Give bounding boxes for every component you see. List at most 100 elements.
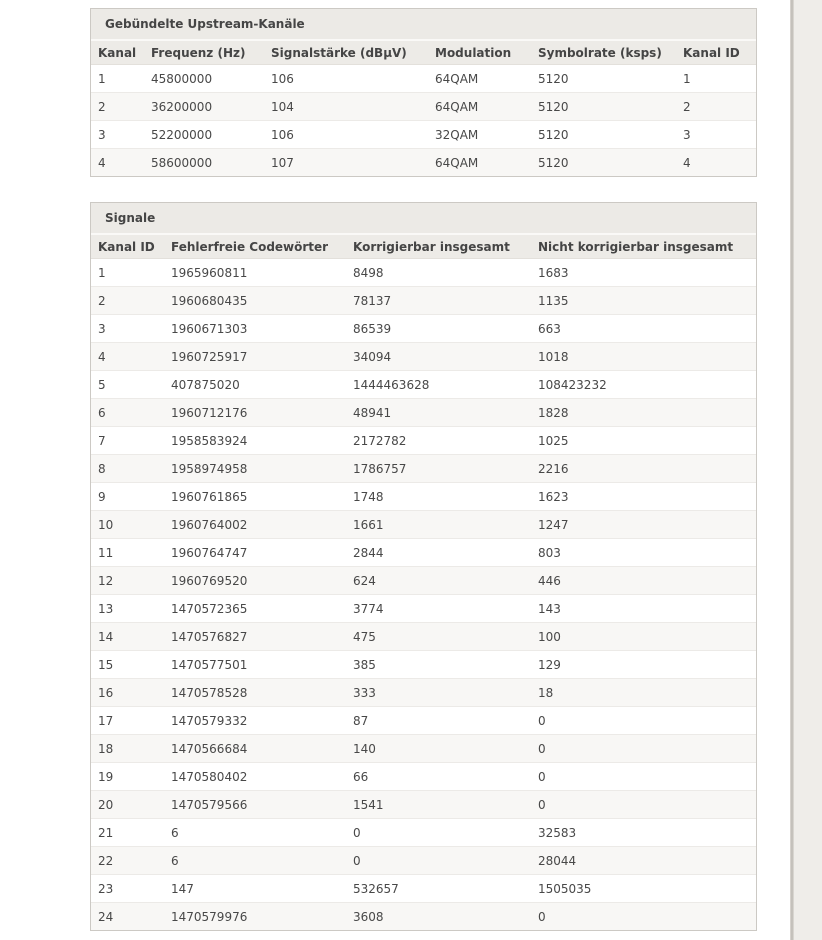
signals-table-cell: 129 [531, 650, 756, 679]
signals-table-row: 2 1960680435 78137 1135 [91, 286, 756, 315]
signals-table-cell: 1470566684 [164, 734, 346, 763]
column-header-frequenz: Frequenz (Hz) [144, 41, 264, 65]
signals-table-cell: 3 [91, 314, 164, 343]
signals-table-row: 14 1470576827 475 100 [91, 622, 756, 651]
signals-header-row: Kanal ID Fehlerfreie Codewörter Korrigie… [91, 235, 756, 259]
signals-table-cell: 8 [91, 454, 164, 483]
signals-table-cell: 624 [346, 566, 531, 595]
column-header-symbolrate: Symbolrate (ksps) [531, 41, 676, 65]
signals-table-cell: 1748 [346, 482, 531, 511]
signals-table-cell: 1018 [531, 342, 756, 371]
signals-table-row: 17 1470579332 87 0 [91, 706, 756, 735]
upstream-table-cell: 106 [264, 120, 428, 149]
signals-table-cell: 147 [164, 874, 346, 903]
upstream-table-cell: 64QAM [428, 148, 531, 176]
signals-table-cell: 87 [346, 706, 531, 735]
signals-table-cell: 475 [346, 622, 531, 651]
upstream-table-body: 1 45800000 106 64QAM 5120 1 2 36200000 104 64QAM 5… [91, 65, 756, 176]
signals-table-row: 13 1470572365 3774 143 [91, 594, 756, 623]
upstream-table-cell: 5120 [531, 120, 676, 149]
signals-table-cell: 385 [346, 650, 531, 679]
column-header-kanal: Kanal [91, 41, 144, 65]
signals-table-cell: 18 [531, 678, 756, 707]
signals-table-cell: 21 [91, 818, 164, 847]
upstream-table-cell: 1 [683, 71, 691, 86]
signals-table-row: 9 1960761865 1748 1623 [91, 482, 756, 511]
upstream-table-row: 3 52200000 106 32QAM 5120 3 [91, 120, 756, 149]
signals-table-cell: 0 [346, 846, 531, 875]
signals-table-cell: 1135 [531, 286, 756, 315]
signals-table-cell: 333 [346, 678, 531, 707]
column-header-nicht-korrigierbar: Nicht korrigierbar insgesamt [531, 235, 756, 259]
signals-table-cell: 3608 [346, 902, 531, 930]
signals-table-cell: 4 [91, 342, 164, 371]
signals-table-cell: 6 [164, 818, 346, 847]
signals-table-cell: 1444463628 [346, 370, 531, 399]
signals-panel-title: Signale [91, 203, 756, 235]
upstream-table-cell: 32QAM [428, 120, 531, 149]
signals-table-cell: 1623 [531, 482, 756, 511]
signals-table-row: 23 147 532657 1505035 [91, 874, 756, 903]
column-header-kanal-id: Kanal ID [91, 235, 164, 259]
signals-table-cell: 15 [91, 650, 164, 679]
signals-table-cell: 1025 [531, 426, 756, 455]
signals-table-row: 24 1470579976 3608 0 [91, 902, 756, 930]
column-header-modulation: Modulation [428, 41, 531, 65]
signals-table-cell: 1960671303 [164, 314, 346, 343]
signals-table-cell: 1960761865 [164, 482, 346, 511]
upstream-table-cell: 4 [91, 148, 144, 176]
column-header-kanal-id: Kanal ID [676, 41, 756, 65]
signals-table-cell: 1470576827 [164, 622, 346, 651]
upstream-table-cell: 107 [264, 148, 428, 176]
signals-table-cell: 663 [531, 314, 756, 343]
upstream-table-cell: 64QAM [435, 71, 479, 86]
signals-table-cell: 1470578528 [164, 678, 346, 707]
signals-table-row: 7 1958583924 2172782 1025 [91, 426, 756, 455]
signals-table-row: 18 1470566684 140 0 [91, 734, 756, 763]
upstream-table-row: 1 45800000 106 64QAM 5120 1 [91, 65, 756, 93]
upstream-table-cell: 5120 [531, 148, 676, 176]
upstream-channels-panel: Gebündelte Upstream-Kanäle Kanal Frequen… [90, 8, 757, 177]
signals-table-row: 20 1470579566 1541 0 [91, 790, 756, 819]
upstream-table-cell: 4 [676, 148, 756, 176]
signals-table-cell: 108423232 [531, 370, 756, 399]
signals-table-cell: 1828 [531, 398, 756, 427]
signals-table-cell: 1958583924 [164, 426, 346, 455]
signals-table-cell: 10 [91, 510, 164, 539]
upstream-table-cell: 2 [91, 92, 144, 121]
content-edge-divider [790, 0, 794, 940]
signals-table-cell: 532657 [346, 874, 531, 903]
upstream-table-cell: 45800000 [151, 71, 213, 86]
status-page-content: Gebündelte Upstream-Kanäle Kanal Frequen… [90, 8, 757, 931]
signals-table-cell: 19 [91, 762, 164, 791]
upstream-table-row: 4 58600000 107 64QAM 5120 4 [91, 148, 756, 176]
signals-table-cell: 32583 [531, 818, 756, 847]
signals-table-row: 22 6 0 28044 [91, 846, 756, 875]
signals-table-cell: 12 [91, 566, 164, 595]
signals-table-cell: 1960712176 [164, 398, 346, 427]
signals-table-cell: 100 [531, 622, 756, 651]
signals-table-cell: 17 [91, 706, 164, 735]
signals-table-row: 21 6 0 32583 [91, 818, 756, 847]
signals-table-cell: 9 [91, 482, 164, 511]
upstream-header-row: Kanal Frequenz (Hz) Signalstärke (dBµV) … [91, 41, 756, 65]
upstream-table-cell: 1 [98, 71, 106, 86]
signals-table-cell: 78137 [346, 286, 531, 315]
signals-table-cell: 803 [531, 538, 756, 567]
signals-table-cell: 0 [531, 706, 756, 735]
signals-table-row: 15 1470577501 385 129 [91, 650, 756, 679]
signals-table-cell: 3774 [346, 594, 531, 623]
signals-table-row: 5 407875020 1444463628 108423232 [91, 370, 756, 399]
signals-table-cell: 1958974958 [164, 454, 346, 483]
signals-table-cell: 446 [531, 566, 756, 595]
signals-table-row: 8 1958974958 1786757 2216 [91, 454, 756, 483]
signals-table-body: 1 1965960811 8498 1683 2 1960680435 78137 1135 3… [91, 259, 756, 930]
signals-table-cell: 23 [91, 874, 164, 903]
signals-table-cell: 1470579332 [164, 706, 346, 735]
signals-table-row: 6 1960712176 48941 1828 [91, 398, 756, 427]
signals-table-cell: 407875020 [164, 370, 346, 399]
upstream-table-cell: 36200000 [144, 92, 264, 121]
signals-table-cell: 7 [91, 426, 164, 455]
signals-table-cell: 28044 [531, 846, 756, 875]
signals-table-cell: 2172782 [346, 426, 531, 455]
